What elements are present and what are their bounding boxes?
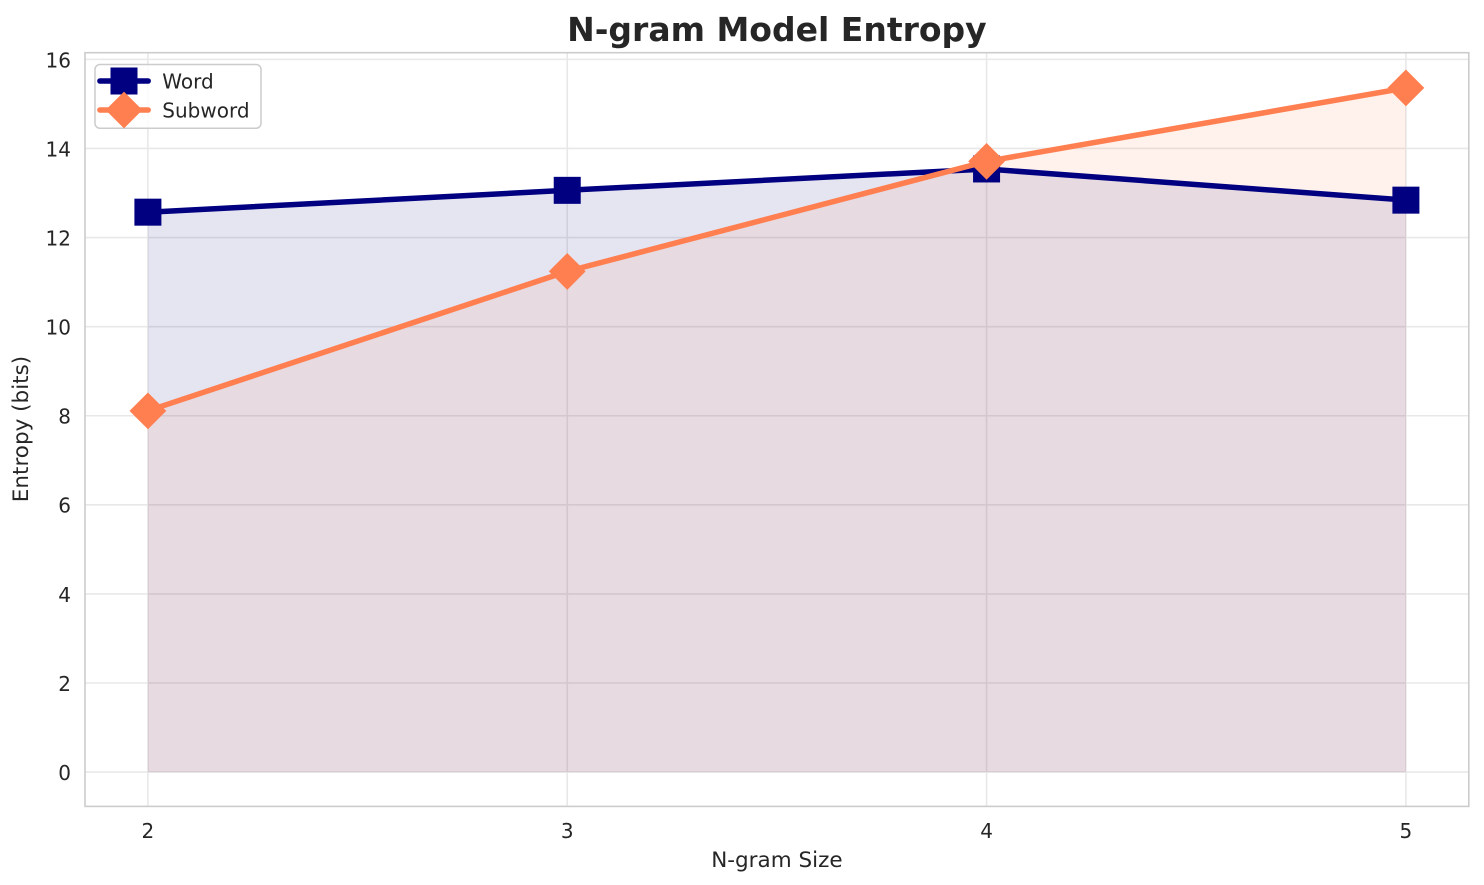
series-subword xyxy=(129,69,1425,430)
y-tick-label: 14 xyxy=(46,137,71,161)
legend-label-word: Word xyxy=(162,69,213,93)
legend-marker-square xyxy=(110,67,138,95)
area-fill-subword xyxy=(147,87,1406,773)
legend: Word Subword xyxy=(94,63,262,130)
marker-square-word xyxy=(134,198,162,226)
data-series xyxy=(129,69,1425,773)
chart-title: N-gram Model Entropy xyxy=(567,10,987,49)
y-axis-label: Entropy (bits) xyxy=(9,356,34,502)
y-tick-label: 10 xyxy=(46,316,71,340)
x-tick-label: 3 xyxy=(561,819,574,843)
line-word xyxy=(147,166,1407,215)
area-fill-word xyxy=(147,169,1406,773)
x-tick-label: 4 xyxy=(980,819,993,843)
x-tick-label: 2 xyxy=(142,819,155,843)
legend-marker-diamond xyxy=(105,91,143,129)
tick-labels: 2 3 4 5 0 2 4 6 8 10 12 14 16 xyxy=(46,48,1413,843)
marker-diamond-subword xyxy=(548,253,586,290)
axes-spines xyxy=(84,51,1470,808)
line-subword xyxy=(147,85,1407,414)
plot-border xyxy=(84,51,1470,808)
y-tick-label: 16 xyxy=(46,48,71,72)
marker-diamond-subword xyxy=(1387,69,1425,107)
marker-diamond-subword xyxy=(968,142,1005,180)
marker-square-word xyxy=(1392,186,1420,214)
x-axis-label: N-gram Size xyxy=(711,848,842,873)
y-tick-label: 0 xyxy=(58,761,71,785)
y-tick-label: 4 xyxy=(58,583,71,607)
y-tick-label: 2 xyxy=(58,672,71,696)
marker-diamond-subword xyxy=(129,392,167,430)
legend-label-subword: Subword xyxy=(162,98,249,122)
y-tick-label: 6 xyxy=(58,494,71,518)
y-tick-label: 8 xyxy=(58,405,71,429)
y-tick-label: 12 xyxy=(46,226,71,250)
marker-square-word xyxy=(553,176,581,204)
x-tick-label: 5 xyxy=(1400,819,1413,843)
